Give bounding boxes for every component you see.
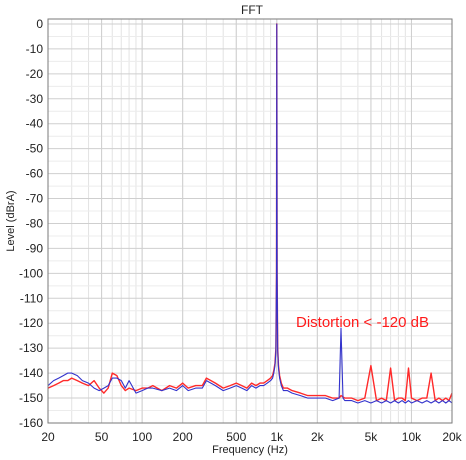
x-tick-label: 100	[132, 430, 152, 444]
x-axis-label: Frequency (Hz)	[212, 444, 288, 456]
y-tick-label: -80	[26, 216, 44, 230]
x-tick-label: 200	[173, 430, 193, 444]
x-tick-label: 10k	[402, 430, 422, 444]
y-tick-label: 0	[36, 17, 43, 31]
series-layer	[47, 23, 453, 404]
x-tick-label: 2k	[311, 430, 325, 444]
y-tick-label: -50	[26, 142, 44, 156]
y-tick-labels: 0 -10 -20 -30 -40 -50 -60 -70 -80 -90 -100 -110 -120…	[19, 17, 43, 430]
y-tick-label: -10	[26, 42, 44, 56]
x-tick-labels: 20 50 100 200 500 1k 2k 5k 10k 20k	[41, 430, 462, 444]
y-tick-label: -60	[26, 167, 44, 181]
x-tick-label: 500	[226, 430, 246, 444]
y-tick-label: -40	[26, 117, 44, 131]
y-tick-label: -70	[26, 192, 44, 206]
y-tick-label: -100	[19, 266, 43, 280]
x-tick-label: 20	[41, 430, 55, 444]
plot-frame	[47, 18, 453, 424]
x-tick-label: 1k	[270, 430, 284, 444]
x-tick-label: 5k	[365, 430, 379, 444]
y-tick-label: -150	[19, 391, 43, 405]
chart-title: FFT	[241, 3, 264, 17]
x-tick-label: 50	[95, 430, 109, 444]
y-tick-label: -160	[19, 416, 43, 430]
y-tick-label: -130	[19, 341, 43, 355]
series-line-2	[47, 23, 453, 404]
y-tick-label: -30	[26, 92, 44, 106]
y-tick-label: -140	[19, 366, 43, 380]
y-tick-label: -20	[26, 67, 44, 81]
y-tick-label: -120	[19, 316, 43, 330]
y-tick-label: -90	[26, 241, 44, 255]
x-tick-label: 20k	[442, 430, 462, 444]
y-tick-label: -110	[20, 291, 43, 305]
distortion-annotation: Distortion < -120 dB	[296, 314, 429, 331]
y-axis-label: Level (dBrA)	[5, 190, 17, 251]
